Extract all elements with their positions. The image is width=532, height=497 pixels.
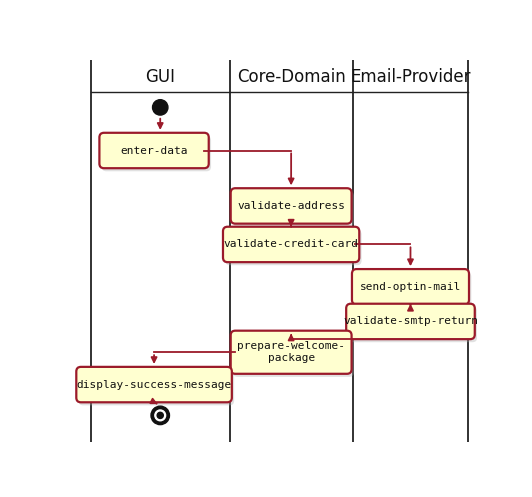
FancyBboxPatch shape: [233, 191, 354, 227]
Text: validate-address: validate-address: [237, 201, 345, 211]
FancyBboxPatch shape: [102, 136, 211, 171]
Text: display-success-message: display-success-message: [77, 380, 232, 390]
Text: prepare-welcome-
package: prepare-welcome- package: [237, 341, 345, 363]
FancyBboxPatch shape: [79, 370, 234, 406]
FancyBboxPatch shape: [346, 304, 475, 339]
FancyBboxPatch shape: [76, 367, 232, 402]
Text: Email-Provider: Email-Provider: [350, 68, 471, 85]
Circle shape: [153, 100, 168, 115]
Text: enter-data: enter-data: [120, 146, 188, 156]
Text: send-optin-mail: send-optin-mail: [360, 282, 461, 292]
FancyBboxPatch shape: [231, 331, 352, 374]
FancyBboxPatch shape: [348, 307, 477, 342]
Circle shape: [151, 406, 170, 424]
FancyBboxPatch shape: [231, 188, 352, 224]
Text: validate-smtp-return: validate-smtp-return: [343, 317, 478, 327]
FancyBboxPatch shape: [354, 272, 471, 308]
Text: GUI: GUI: [145, 68, 175, 85]
Circle shape: [155, 410, 165, 421]
FancyBboxPatch shape: [99, 133, 209, 168]
FancyBboxPatch shape: [225, 230, 362, 265]
Text: Core-Domain: Core-Domain: [237, 68, 345, 85]
Text: validate-credit-card: validate-credit-card: [223, 240, 359, 249]
FancyBboxPatch shape: [233, 334, 354, 377]
Circle shape: [157, 413, 163, 418]
FancyBboxPatch shape: [352, 269, 469, 305]
FancyBboxPatch shape: [223, 227, 359, 262]
